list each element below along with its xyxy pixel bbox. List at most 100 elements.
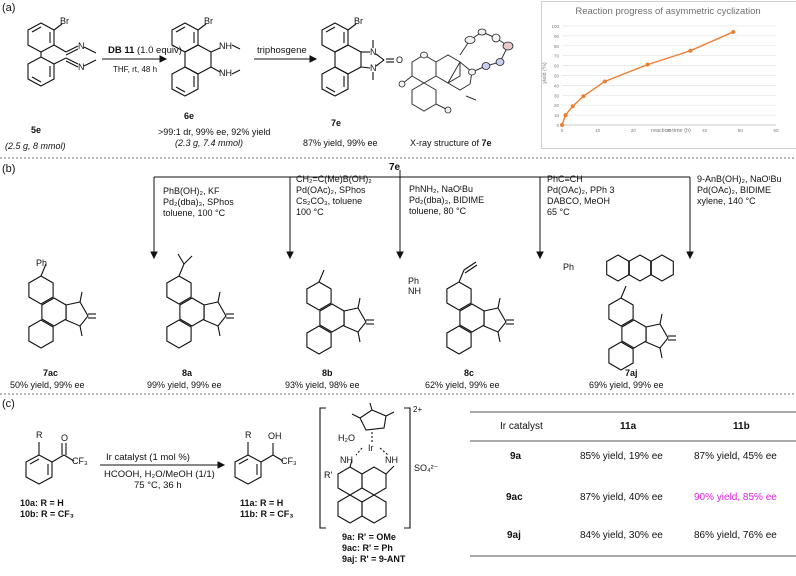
chart-ytick-label: 40 [554,83,560,88]
product-result-8a: 99% yield, 99% ee [147,380,222,390]
alkene-methyl-bond [183,255,193,265]
product-ring-bottom [608,341,634,371]
product-methyl-bond [217,325,221,337]
catalyst-counterion: SO₄²⁻ [414,463,439,473]
atom-oh-11: OH [268,431,282,441]
product-methyl-bond [79,291,83,303]
chart-xlabel: reaction time (h) [651,128,691,134]
chart-title: Reaction progress of asymmetric cyclizat… [575,6,761,17]
product-id-8a: 8a [182,368,193,378]
atom-cf3-11: CF₃ [281,456,297,466]
product-methyl-bond [497,331,501,343]
atom-nh-cat-left: NH [340,455,353,465]
atom-br-6e: Br [204,16,213,26]
product-id-8c: 8c [464,368,475,378]
table-row-9a-11b: 87% yield, 45% ee [694,451,777,462]
intermediate-result-2: (2.3 g, 7.4 mmol) [175,138,244,148]
chart-data-point [602,79,607,84]
product-ring-bottom [446,325,472,355]
condition-line: CH₂=C(Me)B(OH)₂ [296,174,372,184]
conditions-7aj: 9-AnB(OH)₂, NaOᵗBu Pd(OAc)₂, BIDIME xyle… [697,174,782,207]
product-id-7aj: 7aj [625,368,638,378]
table-row-9a-11a: 85% yield, 19% ee [580,451,663,462]
table-row-9ac-11a: 87% yield, 40% ee [580,492,663,503]
condition-line: Cs₂CO₃, toluene [296,196,363,206]
atom-ir-cat: Ir [368,443,374,453]
atom-br-7e: Br [354,16,363,26]
panel-b-label: (b) [2,163,16,175]
reagent-db11: DB 11 [108,45,135,56]
product-methyl-bond [217,291,221,303]
start-amount: (2.5 g, 8 mmol) [5,141,66,151]
conditions-8c: PhC≡CH Pd(OAc)₂, PPh 3 DABCO, MeOH 65 °C [547,174,615,218]
chart-ytick-label: 0 [556,123,559,128]
chart-xtick-label: 30 [666,128,672,133]
condition-line: 65 °C [547,207,570,217]
substituent-8c: Ph [563,262,575,272]
condition-line: Pd(OAc)₂, SPhos [296,185,366,195]
compound-id-6e: 6e [184,111,195,121]
reagent-equiv: (1.0 equiv) [137,45,182,56]
atom-n-7e-top: N [370,47,377,57]
table-row-9aj-cat: 9aj [507,530,521,541]
table-row-9ac-11b: 90% yield, 85% ee [694,492,777,503]
product-methyl-bond [79,325,83,337]
chart-xtick-label: 60 [773,128,779,133]
alkene-bond [177,253,185,265]
condition-line: toluene, 100 °C [163,208,226,218]
product-ring-top [28,275,54,305]
chart-data-point [560,123,564,127]
catalyst-label-9a: 9a: R' = OMe [342,532,396,542]
table-header-11a: 11a [620,421,637,432]
conditions-8b: PhNH₂, NaOᵗBu Pd₂(dba)₃, BIDIME toluene,… [409,184,484,217]
product-ring-bottom [28,319,54,349]
product-result-8b: 93% yield, 98% ee [285,380,360,390]
product-substituent-bond [620,285,627,299]
atom-n-7e-bottom: N [370,63,377,73]
atom-cf3-10: CF₃ [72,456,88,466]
panel-c-reagent: Ir catalyst (1 mol %) [106,452,190,463]
panel-b-start-id: 7e [389,162,401,173]
chart-ytick-label: 60 [554,64,560,69]
atom-n-5e-bottom: N [78,62,85,72]
xray-caption-id: 7e [481,138,492,148]
chart-xtick-label: 40 [702,128,708,133]
product-imidazolidinone-ring [343,307,367,333]
chart-xtick-label: 50 [738,128,744,133]
atom-rp-cat: R' [324,470,333,480]
product-imidazolidinone-ring [645,323,669,349]
atom-nh-6e-top: NH [219,41,232,51]
condition-line: PhNH₂, NaOᵗBu [409,184,473,194]
product-methyl-bond [357,331,361,343]
condition-line: Pd₂(dba)₃, BIDIME [409,195,485,205]
atom-nh-6e-bottom: NH [219,68,232,78]
substrate-label-10b: 10b: R = CF₃ [20,509,74,519]
condition-line: Pd(OAc)₂, PPh 3 [547,185,615,195]
catalyst-label-9ac: 9ac: R' = Ph [342,543,393,553]
panel-c-cond2: 75 °C, 36 h [134,480,182,491]
alkyne-bond [464,264,478,274]
product-ring-top [306,281,332,311]
product-ring-bottom [306,325,332,355]
table-row-9a-cat: 9a [510,451,522,462]
chart-ytick-label: 30 [554,93,560,98]
panel-a-label: (a) [2,2,16,14]
chart-xtick-label: 20 [631,128,637,133]
reagent-triphosgene: triphosgene [257,45,307,56]
panel-c-cond1: HCOOH, H₂O/MeOH (1/1) [104,469,215,480]
condition-line: PhC≡CH [547,174,583,184]
product-result-8c: 62% yield, 99% ee [425,380,500,390]
catalyst-label-9aj: 9aj: R' = 9-ANT [342,554,406,564]
product-substituent-bond [458,269,465,283]
chart-ytick-label: 100 [551,24,559,29]
product-ring-top [166,275,192,305]
product-substituent-bond [318,269,325,283]
chart-data-point [570,104,575,109]
conditions-7ac: PhB(OH)₂, KF Pd₂(dba)₃, SPhos toluene, 1… [163,186,234,219]
atom-o-10: O [61,433,69,443]
condition-line: Pd₂(dba)₃, SPhos [163,197,234,207]
atom-nh-cat-right: NH [385,455,398,465]
product-result-7aj: 69% yield, 99% ee [589,380,664,390]
